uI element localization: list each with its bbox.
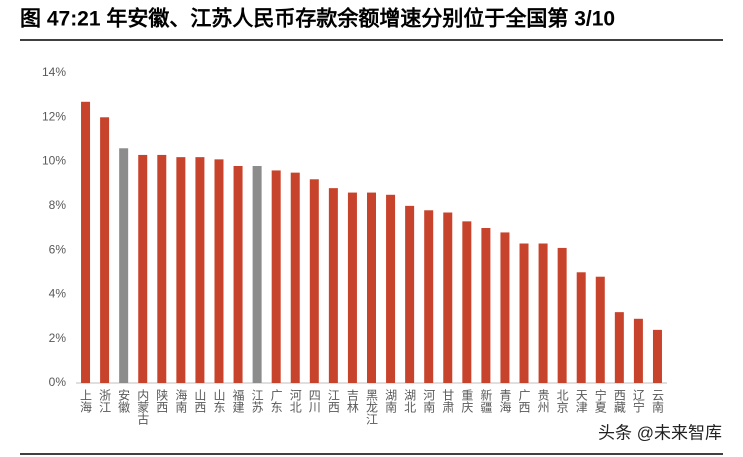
bar xyxy=(500,232,510,383)
x-tick-label: 江西 xyxy=(326,389,340,413)
y-tick-label: 10% xyxy=(42,154,66,168)
y-tick-label: 14% xyxy=(42,65,66,79)
x-tick-label: 黑龙江 xyxy=(365,389,379,425)
y-tick-label: 2% xyxy=(49,331,67,345)
bar xyxy=(652,329,662,383)
bar xyxy=(271,170,281,383)
bar xyxy=(195,157,205,383)
x-tick-label: 贵州 xyxy=(536,389,550,413)
y-tick-label: 12% xyxy=(42,109,66,123)
bar xyxy=(233,166,243,383)
bar xyxy=(614,312,624,383)
bar xyxy=(328,188,338,383)
bar xyxy=(119,148,129,383)
x-tick-label: 山东 xyxy=(212,389,226,413)
watermark: 头条 @未来智库 xyxy=(598,423,722,442)
x-tick-label: 北京 xyxy=(555,389,569,414)
y-tick-label: 8% xyxy=(49,198,67,212)
bar xyxy=(443,212,453,383)
bar xyxy=(138,154,148,383)
chart-title: 图 47:21 年安徽、江苏人民币存款余额增速分别位于全国第 3/10 xyxy=(20,7,615,31)
bar xyxy=(519,243,529,383)
x-tick-label: 湖北 xyxy=(403,388,417,414)
x-tick-label: 内蒙古 xyxy=(136,389,150,425)
bar xyxy=(462,221,472,383)
bar xyxy=(100,117,110,384)
x-tick-label: 河北 xyxy=(288,389,302,414)
bar xyxy=(405,205,415,383)
x-tick-label: 广西 xyxy=(517,389,531,413)
bar xyxy=(81,101,91,384)
x-tick-label: 广东 xyxy=(269,389,283,413)
x-tick-label: 云南 xyxy=(650,389,664,413)
bar xyxy=(309,179,319,383)
x-tick-label: 四川 xyxy=(307,389,321,413)
x-tick-label: 安徽 xyxy=(117,388,131,413)
bar xyxy=(157,154,167,383)
x-tick-label: 天津 xyxy=(574,389,588,413)
x-tick-label: 湖南 xyxy=(384,388,398,413)
x-tick-label: 浙江 xyxy=(98,389,112,413)
bar xyxy=(176,157,186,383)
bar xyxy=(481,228,491,383)
x-tick-label: 江苏 xyxy=(250,389,264,413)
x-tick-label: 陕西 xyxy=(155,388,169,413)
x-tick-label: 山西 xyxy=(193,389,207,413)
x-tick-label: 辽宁 xyxy=(631,389,645,413)
x-tick-label: 新疆 xyxy=(479,388,493,413)
bar xyxy=(252,166,262,383)
bar xyxy=(347,192,357,383)
x-tick-label: 西藏 xyxy=(612,389,626,414)
x-tick-label: 福建 xyxy=(231,388,245,414)
x-tick-label: 河南 xyxy=(422,389,436,413)
bar xyxy=(386,194,396,383)
bar xyxy=(633,318,643,383)
bar xyxy=(595,276,605,383)
y-tick-label: 4% xyxy=(49,287,67,301)
x-tick-label: 青海 xyxy=(498,389,512,413)
x-tick-label: 海南 xyxy=(174,388,188,413)
x-tick-label: 重庆 xyxy=(460,389,474,413)
x-tick-label: 宁夏 xyxy=(593,388,607,413)
bar xyxy=(576,272,586,383)
y-tick-label: 0% xyxy=(49,375,67,389)
bar xyxy=(214,159,224,383)
bar xyxy=(424,210,434,383)
x-tick-label: 甘肃 xyxy=(441,389,455,414)
bar xyxy=(538,243,548,383)
bar xyxy=(290,172,300,383)
x-tick-label: 上海 xyxy=(79,389,93,413)
y-tick-label: 6% xyxy=(49,242,67,256)
bar xyxy=(557,247,567,383)
x-tick-label: 吉林 xyxy=(345,389,359,413)
bar xyxy=(367,192,376,383)
